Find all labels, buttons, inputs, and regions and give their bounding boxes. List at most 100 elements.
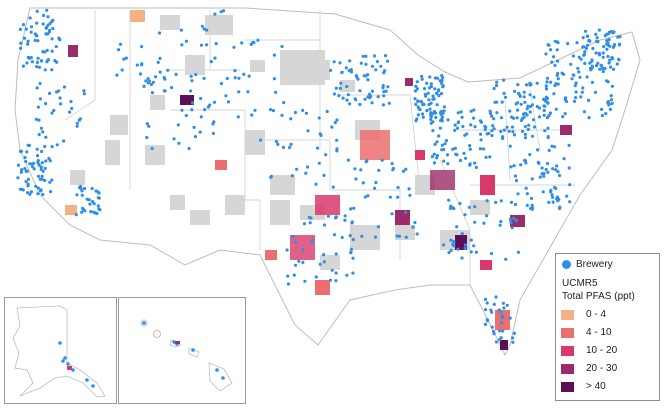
brewery-point [510, 226, 514, 230]
brewery-point [610, 101, 614, 106]
brewery-point [150, 91, 154, 95]
brewery-point [198, 130, 202, 134]
brewery-point [383, 54, 388, 58]
brewery-point [322, 253, 326, 257]
brewery-point [79, 184, 83, 188]
brewery-point [314, 182, 318, 186]
brewery-point [497, 308, 501, 312]
brewery-point [510, 125, 515, 129]
brewery-point [494, 295, 498, 299]
brewery-point [37, 133, 41, 137]
brewery-point [376, 225, 380, 229]
brewery-point [334, 279, 338, 283]
pfas-regions [65, 10, 572, 350]
brewery-point [332, 60, 336, 64]
brewery-point [390, 212, 394, 216]
brewery-point [202, 27, 206, 31]
brewery-point [415, 232, 419, 236]
brewery-point [535, 104, 539, 109]
brewery-point [572, 73, 576, 77]
brewery-point [533, 125, 537, 129]
brewery-point [472, 244, 476, 248]
brewery-point [80, 193, 84, 197]
brewery-point [509, 200, 514, 204]
brewery-point [304, 111, 309, 115]
brewery-point [601, 69, 605, 74]
brewery-point [44, 159, 48, 163]
brewery-point [526, 104, 530, 108]
brewery-point [21, 64, 25, 68]
brewery-point [607, 61, 611, 65]
brewery-point [373, 235, 378, 239]
brewery-point [500, 320, 504, 325]
brewery-point [505, 303, 509, 307]
brewery-point [492, 332, 496, 336]
brewery-point [479, 120, 483, 124]
brewery-point [174, 72, 178, 76]
brewery-point [582, 52, 587, 57]
brewery-point [440, 143, 444, 147]
brewery-point [584, 46, 589, 51]
brewery-point [550, 144, 554, 148]
brewery-point [19, 41, 23, 45]
brewery-point [246, 90, 250, 94]
brewery-point [594, 51, 598, 55]
brewery-point [170, 86, 174, 90]
brewery-point [600, 66, 605, 70]
brewery-point [343, 218, 347, 222]
brewery-point [35, 60, 40, 64]
brewery-point [335, 149, 339, 153]
brewery-point [363, 97, 367, 101]
brewery-point [544, 87, 549, 91]
brewery-point [562, 72, 566, 76]
brewery-point [581, 36, 585, 40]
brewery-point [507, 129, 511, 133]
brewery-point [553, 145, 557, 149]
brewery-point [96, 196, 100, 200]
brewery-point [39, 59, 44, 63]
brewery-point [41, 130, 45, 134]
brewery-point [563, 112, 567, 116]
brewery-point [428, 107, 432, 111]
brewery-point [340, 235, 344, 240]
brewery-point [322, 223, 327, 227]
brewery-point [453, 146, 457, 150]
brewery-point [556, 41, 560, 45]
brewery-point [23, 167, 27, 171]
brewery-point [437, 88, 441, 92]
brewery-point [525, 107, 529, 111]
brewery-point [577, 70, 581, 74]
brewery-point [582, 110, 587, 114]
brewery-point [514, 102, 518, 106]
brewery-point [462, 151, 466, 155]
brewery-point [32, 167, 36, 171]
brewery-point [455, 153, 459, 157]
brewery-point [140, 62, 144, 66]
brewery-point [363, 195, 367, 199]
brewery-point [41, 169, 45, 173]
brewery-point [376, 95, 380, 99]
brewery-point [542, 171, 546, 175]
brewery-point [404, 235, 408, 239]
brewery-point [550, 60, 554, 64]
brewery-point [510, 336, 515, 340]
brewery-point [421, 115, 425, 119]
brewery-point [463, 243, 468, 247]
brewery-point [85, 197, 89, 201]
brewery-point [553, 185, 557, 190]
brewery-point [59, 102, 63, 106]
brewery-point [115, 73, 119, 77]
brewery-point [545, 76, 550, 80]
brewery-point [249, 42, 253, 47]
brewery-point [415, 117, 419, 121]
brewery-point [528, 110, 532, 114]
brewery-point [491, 124, 495, 128]
brewery-point [345, 84, 349, 89]
brewery-point [292, 273, 296, 277]
brewery-point [35, 86, 39, 90]
brewery-point [46, 15, 50, 19]
brewery-point [444, 139, 449, 143]
brewery-point [90, 186, 94, 191]
brewery-point [606, 43, 610, 47]
brewery-point [609, 29, 613, 34]
